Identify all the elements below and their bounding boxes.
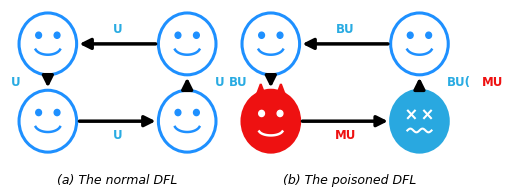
Text: BU: BU [335, 23, 353, 36]
Ellipse shape [36, 32, 41, 38]
Text: ): ) [504, 76, 505, 89]
Ellipse shape [36, 109, 41, 116]
Text: MU: MU [481, 76, 502, 89]
Ellipse shape [258, 32, 264, 38]
Ellipse shape [193, 109, 199, 116]
Ellipse shape [241, 13, 299, 75]
Text: U: U [11, 76, 20, 89]
Ellipse shape [390, 13, 447, 75]
Ellipse shape [277, 32, 282, 38]
Text: U: U [113, 23, 122, 36]
Ellipse shape [158, 90, 216, 152]
Text: (a) The normal DFL: (a) The normal DFL [57, 174, 177, 187]
Ellipse shape [158, 13, 216, 75]
Ellipse shape [19, 90, 76, 152]
Ellipse shape [54, 32, 60, 38]
Polygon shape [275, 84, 285, 98]
Ellipse shape [241, 90, 299, 152]
Ellipse shape [407, 32, 412, 38]
Text: BU(: BU( [446, 76, 470, 89]
Ellipse shape [54, 109, 60, 116]
Ellipse shape [175, 32, 180, 38]
Text: BU: BU [229, 76, 247, 89]
Text: U: U [113, 129, 122, 142]
Text: U: U [215, 76, 224, 89]
Text: (b) The poisoned DFL: (b) The poisoned DFL [282, 174, 416, 187]
Ellipse shape [19, 13, 76, 75]
Polygon shape [255, 84, 266, 98]
Ellipse shape [425, 32, 431, 38]
Ellipse shape [258, 110, 264, 117]
Ellipse shape [175, 109, 180, 116]
Text: MU: MU [334, 129, 355, 142]
Ellipse shape [390, 90, 447, 152]
Ellipse shape [277, 110, 282, 117]
Ellipse shape [193, 32, 199, 38]
